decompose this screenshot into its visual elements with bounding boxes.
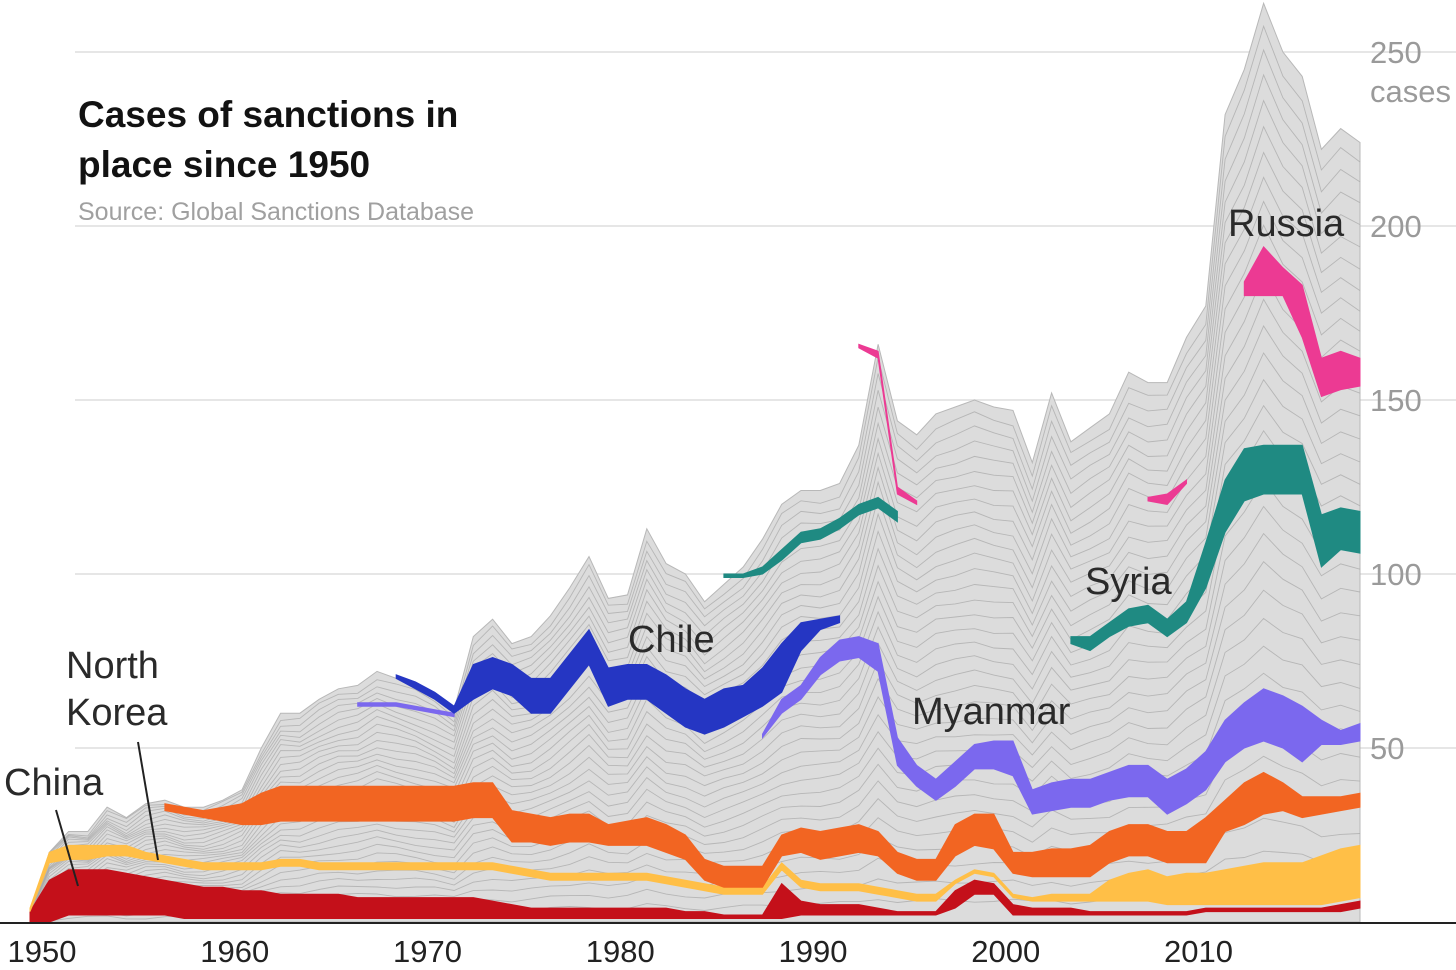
y-tick-label: 100	[1370, 557, 1422, 592]
label-china: China	[4, 762, 104, 804]
y-tick-label: 250	[1370, 35, 1422, 70]
other-series-line	[29, 617, 1361, 921]
other-series-line	[29, 429, 1361, 917]
area-myanmar	[357, 702, 455, 718]
other-series-line	[29, 125, 1361, 919]
other-series-line	[29, 151, 1361, 918]
label-north-korea-leader	[137, 741, 159, 861]
y-tick-label: 200	[1370, 209, 1422, 244]
x-axis: 1950 1960 1970 1980 1990 2000 2010	[0, 922, 1456, 969]
x-tick-label: 1980	[586, 934, 655, 969]
label-myanmar: Myanmar	[912, 691, 1071, 733]
label-syria: Syria	[1085, 561, 1172, 603]
other-series-line	[29, 48, 1361, 916]
x-tick-label: 1960	[200, 934, 269, 969]
other-series-line	[29, 645, 1361, 920]
x-tick-label: 2010	[1164, 934, 1233, 969]
area-syria	[1070, 444, 1361, 652]
x-tick-label: 1970	[393, 934, 462, 969]
other-series-line	[29, 532, 1361, 921]
area-north-korea	[29, 844, 1361, 912]
label-chile: Chile	[628, 619, 715, 661]
y-axis: 50 100 150 200 250 cases	[1370, 35, 1451, 766]
y-tick-label: 50	[1370, 731, 1404, 766]
area-syria	[723, 496, 898, 578]
y-unit-label: cases	[1370, 74, 1451, 109]
other-series-line	[29, 99, 1361, 918]
label-north-korea-line1: North	[66, 645, 159, 687]
label-russia: Russia	[1228, 203, 1345, 245]
area-other-countries	[29, 1, 1361, 923]
other-series-line	[29, 561, 1361, 922]
area-china	[29, 869, 1361, 923]
chart-title: Cases of sanctions in place since 1950	[78, 94, 459, 185]
series-labels: China North Korea Chile Myanmar Syria Russia	[4, 203, 1345, 887]
chart-source: Source: Global Sanctions Database	[78, 198, 475, 226]
area-russia	[858, 343, 918, 506]
area-russia	[1147, 479, 1187, 505]
other-series-line	[29, 24, 1361, 914]
area-chile	[395, 615, 841, 735]
area-orange-unlabeled-	[164, 771, 1361, 888]
area-russia	[1243, 246, 1361, 398]
area-myanmar	[762, 636, 1361, 815]
x-tick-label: 2000	[971, 934, 1040, 969]
label-china-leader	[55, 809, 79, 887]
other-series-line	[29, 454, 1361, 917]
other-series-line	[29, 479, 1361, 918]
label-north-korea-line2: Korea	[66, 692, 168, 734]
chart-areas	[29, 1, 1361, 923]
x-tick-label: 1990	[779, 934, 848, 969]
other-series-line	[29, 73, 1361, 917]
x-tick-label: 1950	[8, 934, 77, 969]
other-series-line	[29, 505, 1361, 919]
y-tick-label: 150	[1370, 383, 1422, 418]
